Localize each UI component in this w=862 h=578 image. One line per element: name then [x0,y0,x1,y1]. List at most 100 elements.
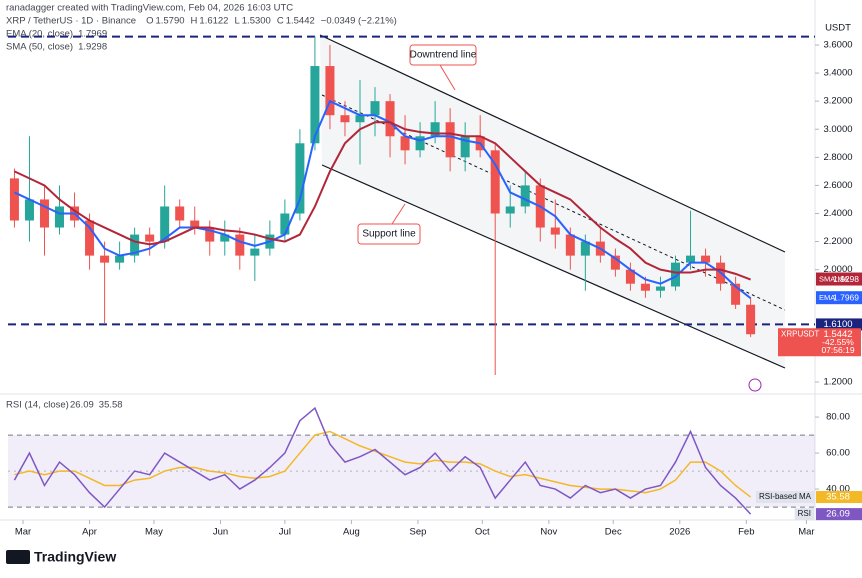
candle-body [385,101,395,137]
candle-body [686,255,696,263]
rsi-line [14,430,752,498]
candle-body [655,286,665,291]
x-tick-label: 2026 [669,527,690,538]
logo-mark [6,550,30,564]
y-tick-label: 2.6000 [823,180,852,191]
legend-text: L [234,16,239,27]
candle-body [250,248,260,256]
candle-body [550,227,560,235]
y-tick-label: 3.4000 [823,68,852,79]
rsi-label-box [816,508,862,521]
rsi-label-box [816,491,862,504]
annotation-text: Support line [362,229,416,240]
candle-body [310,66,320,144]
candle-body [610,255,620,270]
last-price-box [778,328,861,357]
indicator-value: 1.7969 [833,292,859,302]
annotation-box [409,44,477,66]
layout: Downtrend line Support line ranadagger c… [0,0,862,565]
event-icon [748,378,762,392]
legend-text: C [277,16,284,27]
level-label-box [816,318,862,331]
candle-body [640,283,650,291]
candle-body [370,101,380,116]
candle-body [235,234,245,256]
candle-body [130,234,140,256]
candle-body [490,150,500,214]
y-tick-label: 1.2000 [823,377,852,388]
rsi-label-value: 26.09 [826,509,850,520]
candle-body [220,234,230,242]
last-price: 1.5442 [823,329,852,340]
candle-body [9,178,19,221]
x-tick-label: Jul [279,527,291,538]
rsi-line [13,406,752,515]
rsi-label-value: 35.58 [826,492,850,503]
last-symbol: XRPUSDT [781,329,819,338]
legend-text: −0.0349 (−2.21%) [321,16,397,27]
annotation-text: Downtrend line [410,50,477,61]
candle-body [55,206,65,228]
candle-body [520,185,530,207]
indicator-line [14,99,752,299]
y-tick-label: 3.0000 [823,124,852,135]
y-tick-label: 2.0000 [823,264,852,275]
x-tick-label: Jun [213,527,228,538]
y-tick-label: 80.00 [826,412,850,423]
candle-body [24,199,34,221]
support-line [321,164,786,369]
attribution: ranadagger created with TradingView.com,… [6,3,293,14]
x-tick-label: Nov [540,527,557,538]
legend-text: 1.5442 [286,16,315,27]
rsi-label-name-box [755,491,814,504]
x-tick-label: Sep [409,527,426,538]
x-tick-label: Mar [798,527,814,538]
legend-text: XRP / TetherUS · 1D · Binance [6,16,136,27]
candle-body [565,234,575,256]
rsi-label-name: RSI [798,509,811,518]
y-tick-label: 60.00 [826,448,850,459]
rsi-label-name: RSI-based MA [759,492,812,501]
candle-body [190,220,200,228]
x-tick-label: Apr [82,527,97,538]
legend-text: H [191,16,198,27]
candle-body [701,255,711,263]
y-tick-label: 3.6000 [823,40,852,51]
legend-text: 1.5300 [242,16,271,27]
candle-body [100,255,110,263]
x-tick-label: May [145,527,163,538]
candle-body [580,241,590,256]
candle-body [280,213,290,235]
candle-body [505,206,515,214]
level-label: 1.6100 [823,319,852,330]
candle-body [295,143,305,214]
candle-body [670,262,680,287]
y-tick-label: 3.2000 [823,96,852,107]
candle-body [39,199,49,228]
annotation-arrow [391,203,406,225]
annotation-arrow [439,64,456,91]
legend-value: 35.58 [99,400,123,411]
candle-body [445,122,455,158]
y-tick-label: 40.00 [826,484,850,495]
y-tick-label: 2.4000 [823,208,852,219]
legend-text: EMA (20, close) [6,29,73,40]
indicator-label-box [816,291,862,305]
x-tick-label: Oct [475,527,490,538]
candle-body [340,115,350,123]
candle-body [625,269,635,284]
y-tick-label: 2.2000 [823,236,852,247]
candle-body [85,220,95,256]
legend-text: 1.6122 [199,16,228,27]
candle-body [355,115,365,123]
indicator-name: EMA [819,293,835,302]
candle-body [115,255,125,263]
legend-text: 1.5790 [155,16,184,27]
x-tick-label: Aug [343,527,360,538]
indicator-value: 1.9298 [833,274,859,284]
indicator-label-box [816,272,862,286]
downtrend-line [319,34,786,253]
y-tick-label: 2.8000 [823,152,852,163]
candle-body [325,66,335,116]
